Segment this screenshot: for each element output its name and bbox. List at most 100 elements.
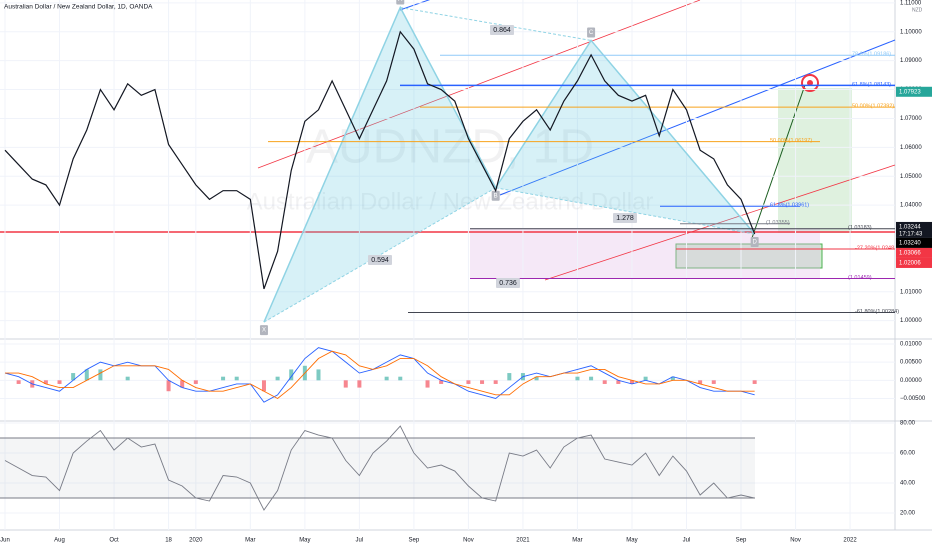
y-tick-label: 1.05000: [900, 174, 922, 180]
fib-label: 61.8%(1.03961): [770, 203, 809, 209]
histogram-bar: [602, 380, 607, 384]
currency-label: NZD: [912, 7, 923, 13]
y-tick-label: 60.00: [900, 451, 916, 457]
x-tick-label: Jul: [683, 538, 691, 544]
ratio-badge: [368, 255, 392, 265]
price-badge: [896, 221, 932, 238]
watermark: AUDNZD, 1D: [306, 121, 594, 174]
projection-arrow: [751, 84, 806, 239]
fib-label: 61.8%(1.08143): [852, 82, 891, 88]
histogram-bar: [71, 373, 76, 381]
x-tick-label: 2022: [843, 538, 857, 544]
y-tick-label: 1.11000: [900, 0, 922, 6]
x-tick-label: Mar: [245, 538, 255, 544]
fib-label: (1.03183): [848, 225, 872, 231]
target-icon: [807, 80, 813, 86]
point-label: D: [752, 240, 757, 246]
point-badge: [491, 190, 500, 201]
entry-zone: [675, 243, 823, 269]
histogram-bar: [466, 380, 471, 384]
pitchfork-line: [257, 0, 701, 169]
histogram-bar: [698, 380, 703, 384]
pitchfork-line: [399, 0, 431, 11]
point-label: C: [589, 30, 594, 36]
y-tick-label: 1.06000: [900, 145, 922, 151]
point-badge: [587, 27, 596, 38]
fib-label: (1.01459): [848, 275, 872, 281]
price-time: 17:17:43: [899, 232, 923, 238]
fib-label: -61.80%(1.00284): [855, 309, 899, 315]
y-tick-label: 0.01000: [900, 342, 922, 348]
pitchfork-line: [499, 39, 896, 196]
x-tick-label: Sep: [736, 538, 747, 544]
price-label: 1.02006: [899, 261, 921, 267]
fib-label: (1.03355): [766, 220, 790, 226]
histogram-bar: [752, 380, 757, 384]
y-tick-label: −0.00500: [900, 396, 926, 402]
histogram-bar: [180, 380, 185, 388]
fib-label: -27.20%(1.0248: [855, 245, 894, 251]
price-badge: [896, 86, 932, 97]
target-icon: [801, 74, 819, 92]
histogram-bar: [439, 380, 444, 384]
histogram-bar: [43, 380, 48, 384]
x-tick-label: 2021: [516, 538, 530, 544]
point-label: A: [398, 0, 402, 3]
histogram-bar: [480, 380, 485, 384]
target-zone: [778, 88, 852, 233]
histogram-bar: [357, 380, 362, 388]
pattern-diagonal: [263, 7, 755, 323]
point-badge: [259, 325, 268, 336]
histogram-bar: [57, 380, 62, 384]
point-badge: [396, 0, 405, 5]
histogram-bar: [493, 380, 498, 384]
y-tick-label: 1.07000: [900, 116, 922, 122]
histogram-bar: [166, 380, 171, 392]
price-badge: [896, 257, 932, 268]
price-label: 1.03066: [899, 251, 921, 257]
watermark: Australian Dollar / New Zealand Dollar: [247, 188, 654, 215]
fib-label: 78.6%(1.09186): [852, 52, 891, 58]
histogram-bar: [629, 380, 634, 384]
histogram-bar: [507, 373, 512, 381]
histogram-bar: [234, 376, 239, 381]
histogram-bar: [589, 376, 594, 381]
histogram-bar: [711, 380, 716, 384]
histogram-bar: [384, 376, 389, 381]
histogram-bar: [316, 369, 321, 381]
price-label: 1.03240: [899, 241, 921, 247]
y-tick-label: 40.00: [900, 481, 916, 487]
histogram-bar: [425, 380, 430, 388]
x-tick-label: Oct: [109, 538, 119, 544]
fib-label: 50.00%(1.07392): [852, 104, 894, 110]
histogram-bar: [534, 376, 539, 381]
histogram-bar: [289, 369, 294, 381]
x-tick-label: Nov: [790, 538, 801, 544]
point-badge: [750, 237, 759, 247]
series-line: [5, 350, 755, 400]
x-tick-label: Sep: [409, 538, 420, 544]
y-tick-label: 1.09000: [900, 58, 922, 64]
x-tick-label: Jun: [0, 538, 10, 544]
histogram-bar: [398, 376, 403, 381]
chart-title: Australian Dollar / New Zealand Dollar, …: [4, 4, 153, 11]
y-tick-label: 1.00000: [900, 318, 922, 324]
fib-label: 50.00%(1.06197): [770, 138, 812, 144]
ratio-badge: [613, 213, 637, 223]
y-tick-label: 1.01000: [900, 289, 922, 295]
x-tick-label: Nov: [463, 538, 474, 544]
y-tick-label: 20.00: [900, 511, 916, 517]
x-tick-label: May: [626, 538, 637, 544]
histogram-bar: [98, 369, 103, 381]
ratio-label: 1.278: [616, 215, 634, 222]
x-tick-label: 2020: [189, 538, 203, 544]
x-tick-label: Mar: [572, 538, 582, 544]
histogram-bar: [125, 376, 130, 381]
x-tick-label: 18: [165, 538, 172, 544]
price-badge: [896, 237, 932, 248]
y-tick-label: 0.00500: [900, 360, 922, 366]
histogram-bar: [84, 369, 89, 381]
price-badge: [896, 247, 932, 258]
histogram-bar: [616, 380, 621, 384]
